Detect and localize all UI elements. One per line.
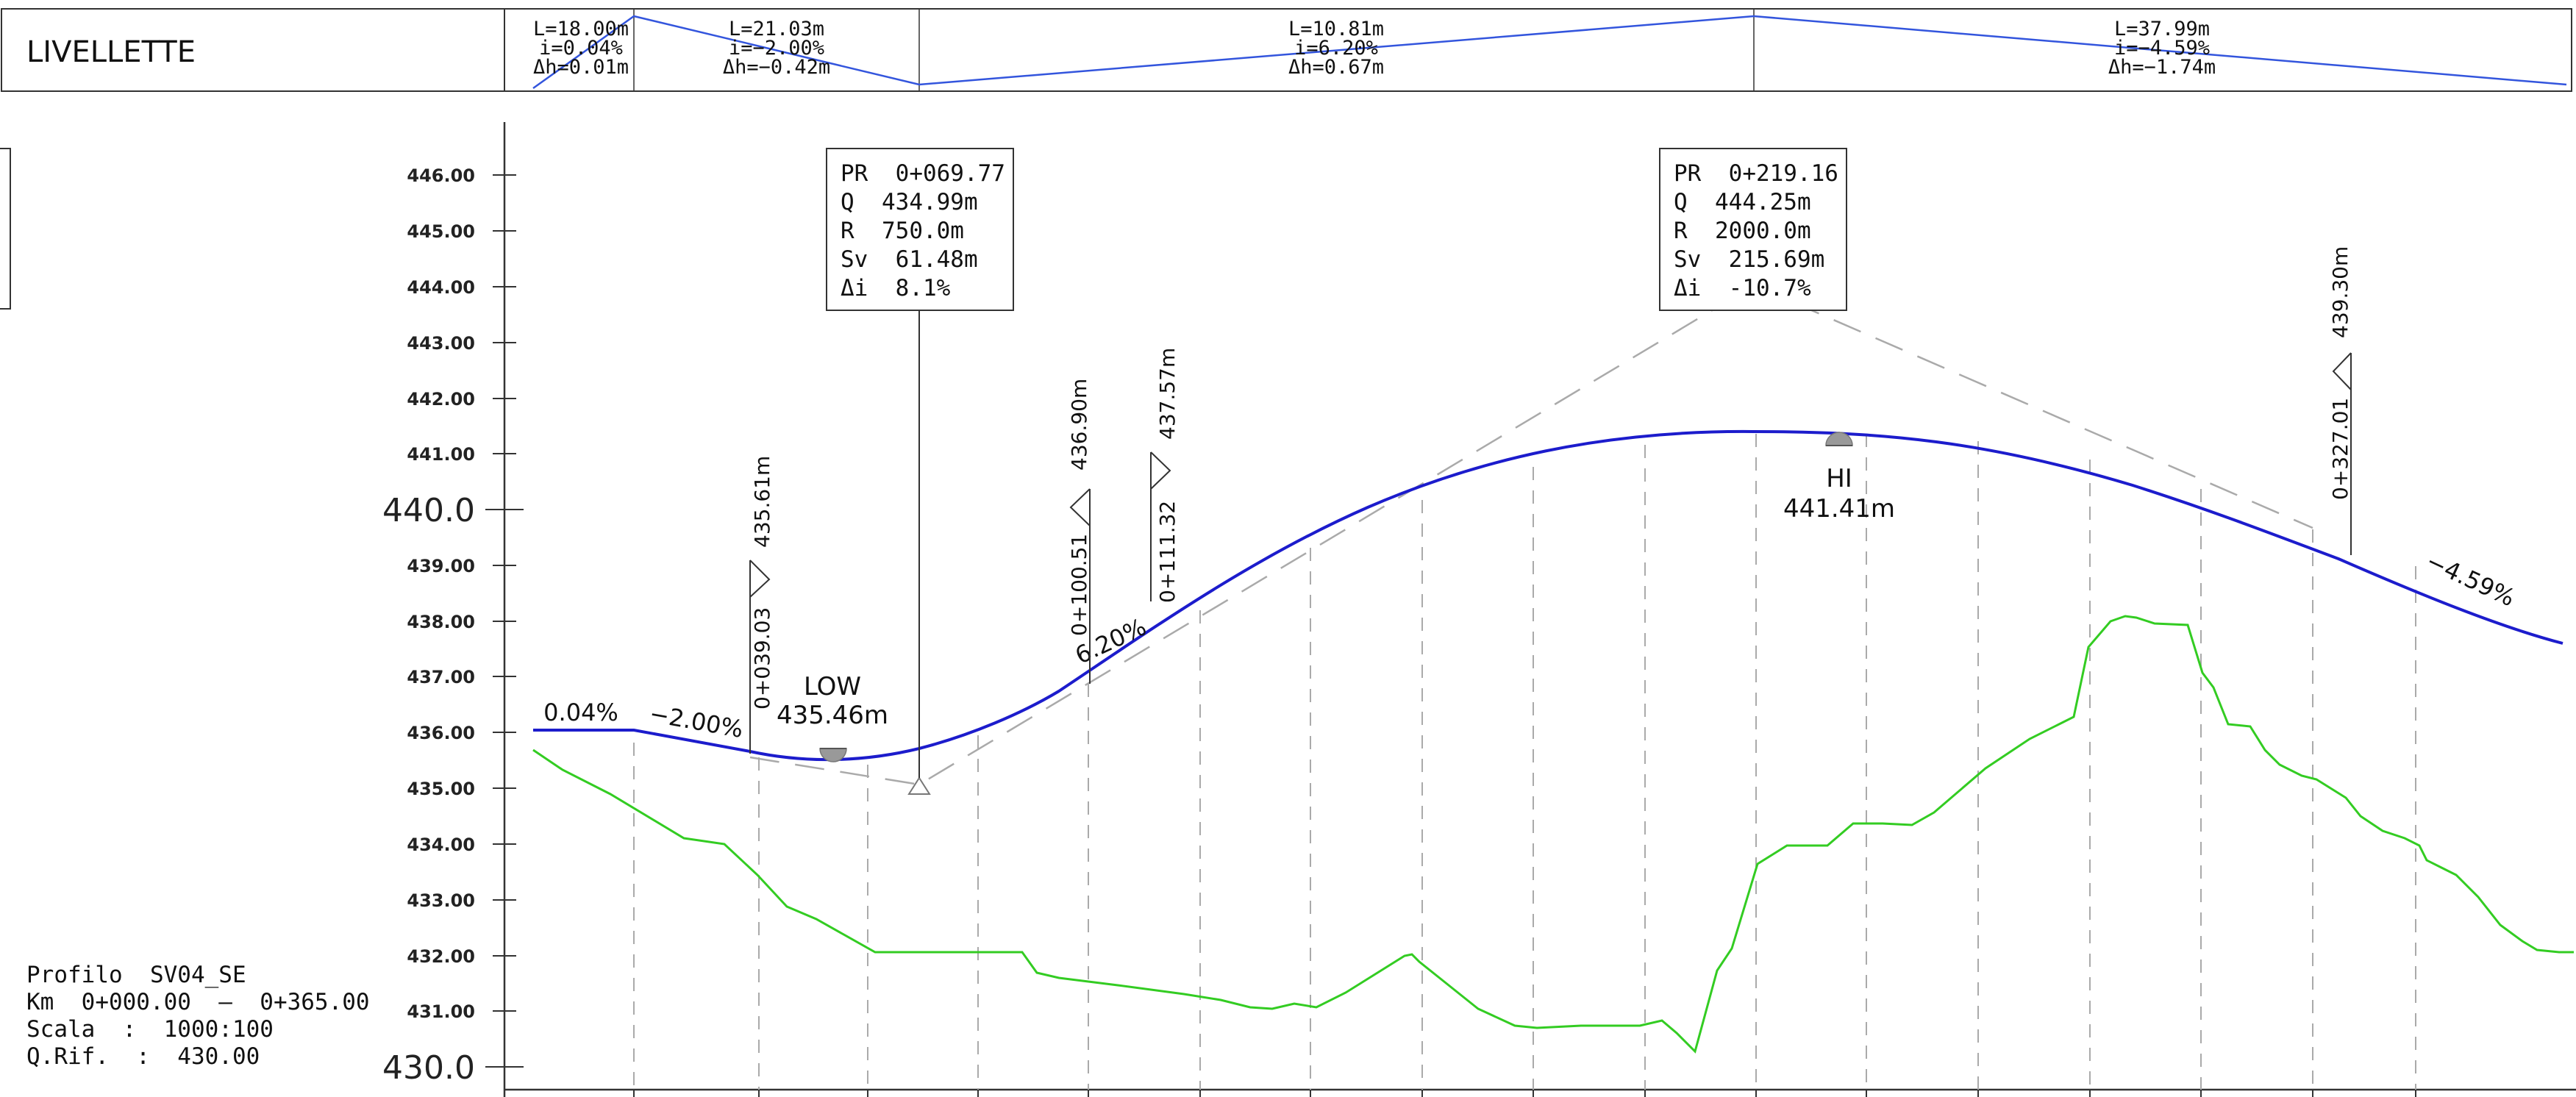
info-line: R 750.0m bbox=[841, 218, 964, 244]
station-marker-3: 0+111.32 437.57m bbox=[1150, 348, 1180, 603]
slope-label: −2.00% bbox=[647, 699, 745, 743]
station-marker-2: 0+100.51 436.90m bbox=[1067, 379, 1091, 684]
y-tick-label: 435.00 bbox=[407, 779, 475, 799]
y-tick-label: 441.00 bbox=[407, 444, 475, 465]
y-tick-label: 444.00 bbox=[407, 277, 475, 298]
segment-1-slope: i=0.04% bbox=[539, 37, 623, 60]
info-box-sag: PR 0+069.77 Q 434.99m R 750.0m Sv 61.48m… bbox=[826, 148, 1014, 778]
info-line: Δi 8.1% bbox=[841, 275, 951, 301]
segment-3-dh: Δh=0.67m bbox=[1288, 56, 1384, 79]
left-frame-fragment bbox=[0, 148, 11, 310]
station-elevation: 436.90m bbox=[1067, 379, 1091, 471]
x-axis-ticks bbox=[633, 1090, 2416, 1097]
design-line bbox=[533, 429, 2563, 762]
profile-name: Profilo SV04_SE bbox=[26, 962, 246, 988]
y-tick-label: 438.00 bbox=[407, 612, 475, 632]
profile-qrif: Q.Rif. : 430.00 bbox=[26, 1043, 260, 1070]
header-title: LIVELLETTE bbox=[26, 35, 196, 69]
profile-scale: Scala : 1000:100 bbox=[26, 1016, 274, 1043]
y-tick-label: 431.00 bbox=[407, 1001, 475, 1022]
station-grid bbox=[633, 434, 2416, 1090]
y-major-label-430: 430.0 bbox=[382, 1049, 475, 1087]
profile-info: Profilo SV04_SE Km 0+000.00 – 0+365.00 S… bbox=[26, 962, 370, 1070]
info-line: Δi -10.7% bbox=[1674, 275, 1811, 301]
hi-point-value: 441.41m bbox=[1783, 494, 1895, 524]
y-axis-labels: 446.00 445.00 444.00 443.00 442.00 441.0… bbox=[407, 165, 475, 1022]
y-major-label-440: 440.0 bbox=[382, 492, 475, 529]
station-elevation: 439.30m bbox=[2328, 246, 2352, 338]
profile-km: Km 0+000.00 – 0+365.00 bbox=[26, 989, 370, 1015]
segment-3-length: L=10.81m bbox=[1288, 18, 1384, 40]
y-tick-label: 433.00 bbox=[407, 890, 475, 911]
info-line: Q 434.99m bbox=[841, 189, 978, 215]
header-grade-line bbox=[532, 15, 2567, 90]
y-tick-label: 437.00 bbox=[407, 667, 475, 687]
station-label: 0+100.51 bbox=[1067, 534, 1091, 636]
segment-1-length: L=18.00m bbox=[533, 18, 629, 40]
axes bbox=[503, 122, 2576, 1097]
y-axis-ticks bbox=[485, 174, 524, 1068]
info-box-crest: PR 0+219.16 Q 444.25m R 2000.0m Sv 215.6… bbox=[1659, 148, 1847, 311]
y-tick-label: 432.00 bbox=[407, 946, 475, 967]
station-elevation: 437.57m bbox=[1155, 348, 1180, 440]
hi-point-marker bbox=[1825, 432, 1853, 446]
pvi-triangle-sag bbox=[907, 776, 931, 795]
station-label: 0+111.32 bbox=[1155, 501, 1180, 603]
segment-1-dh: Δh=0.01m bbox=[533, 56, 629, 79]
station-label: 0+039.03 bbox=[750, 607, 774, 710]
y-tick-label: 445.00 bbox=[407, 221, 475, 242]
segment-2-slope: i=−2.00% bbox=[729, 37, 824, 60]
header-frame bbox=[1, 8, 2572, 92]
y-tick-label: 443.00 bbox=[407, 333, 475, 354]
y-tick-label: 436.00 bbox=[407, 723, 475, 743]
slope-label: −4.59% bbox=[2422, 547, 2519, 612]
info-line: Sv 61.48m bbox=[841, 246, 978, 273]
segment-2-dh: Δh=−0.42m bbox=[723, 56, 830, 79]
slope-label: 0.04% bbox=[543, 698, 618, 726]
hi-point-label: HI bbox=[1826, 464, 1852, 493]
segment-4-dh: Δh=−1.74m bbox=[2108, 56, 2216, 79]
segment-2-length: L=21.03m bbox=[729, 18, 824, 40]
info-line: Sv 215.69m bbox=[1674, 246, 1824, 273]
header-band: LIVELLETTE L=18.00m i=0.04% Δh=0.01m L=2… bbox=[1, 8, 2572, 92]
segment-4-slope: i=−4.59% bbox=[2114, 37, 2210, 60]
station-marker-1: 0+039.03 435.61m bbox=[749, 456, 774, 754]
y-tick-label: 446.00 bbox=[407, 165, 475, 186]
y-tick-label: 439.00 bbox=[407, 556, 475, 576]
y-tick-label: 442.00 bbox=[407, 389, 475, 410]
tangent-lines bbox=[749, 284, 2313, 786]
info-line: PR 0+219.16 bbox=[1674, 160, 1838, 187]
info-line: PR 0+069.77 bbox=[841, 160, 1005, 187]
station-elevation: 435.61m bbox=[750, 456, 774, 548]
station-marker-4: 0+327.01 439.30m bbox=[2328, 246, 2352, 555]
y-tick-label: 434.00 bbox=[407, 835, 475, 855]
low-point-label: LOW bbox=[804, 672, 861, 701]
info-line: R 2000.0m bbox=[1674, 218, 1811, 244]
low-point-marker bbox=[819, 748, 847, 762]
ground-line bbox=[532, 615, 2574, 1054]
info-line: Q 444.25m bbox=[1674, 189, 1811, 215]
station-label: 0+327.01 bbox=[2328, 398, 2352, 500]
segment-3-slope: i=6.20% bbox=[1294, 37, 1378, 60]
low-point-value: 435.46m bbox=[777, 701, 888, 730]
segment-4-length: L=37.99m bbox=[2114, 18, 2210, 40]
